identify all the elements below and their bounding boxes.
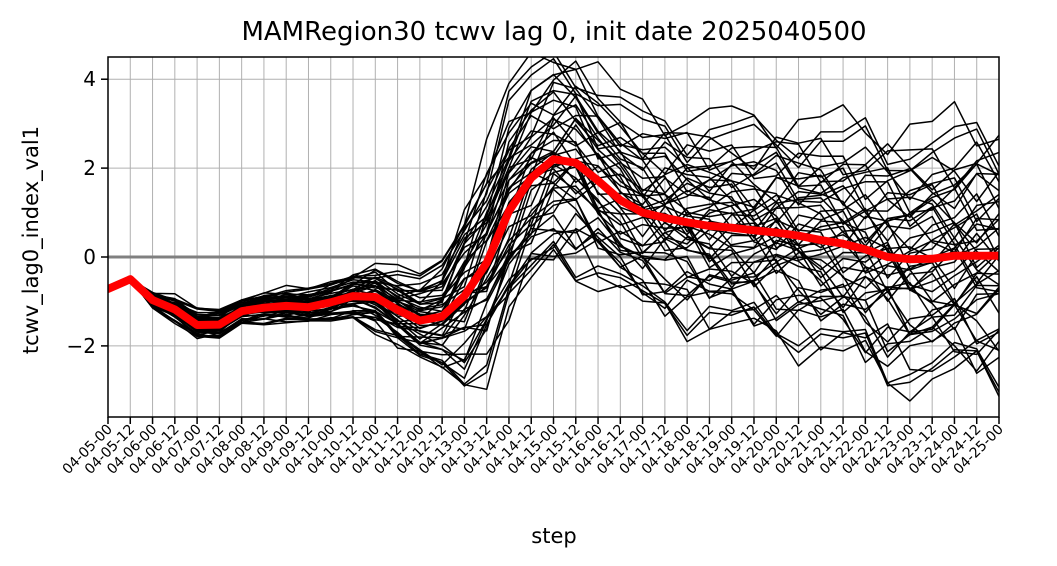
ensemble-mean-layer (108, 155, 999, 329)
y-tick-label: 2 (83, 156, 96, 180)
ensemble-member-line (108, 118, 999, 324)
y-tick-label: 4 (83, 67, 96, 91)
y-axis-label: tcwv_lag0_index_val1 (19, 126, 44, 354)
y-tick-label: −2 (67, 334, 96, 358)
ensemble-member-line (108, 73, 999, 314)
ensemble-member-line (108, 238, 999, 380)
ensemble-member-line (108, 57, 999, 311)
x-axis: 04-05-0004-05-1204-06-0004-06-1204-07-00… (60, 417, 1007, 478)
ensemble-mean-line (108, 155, 999, 329)
ensemble-member-line (108, 114, 999, 319)
x-axis-label: step (531, 524, 576, 548)
ensemble-member-line (108, 229, 999, 372)
chart-title: MAMRegion30 tcwv lag 0, init date 202504… (241, 17, 866, 47)
ensemble-member-line (108, 57, 999, 313)
y-axis: −2 0 2 4 (67, 67, 108, 358)
ensemble-member-line (108, 188, 999, 336)
ensemble-member-line (108, 243, 999, 393)
y-tick-label: 0 (83, 245, 96, 269)
ensemble-member-line (108, 91, 999, 317)
